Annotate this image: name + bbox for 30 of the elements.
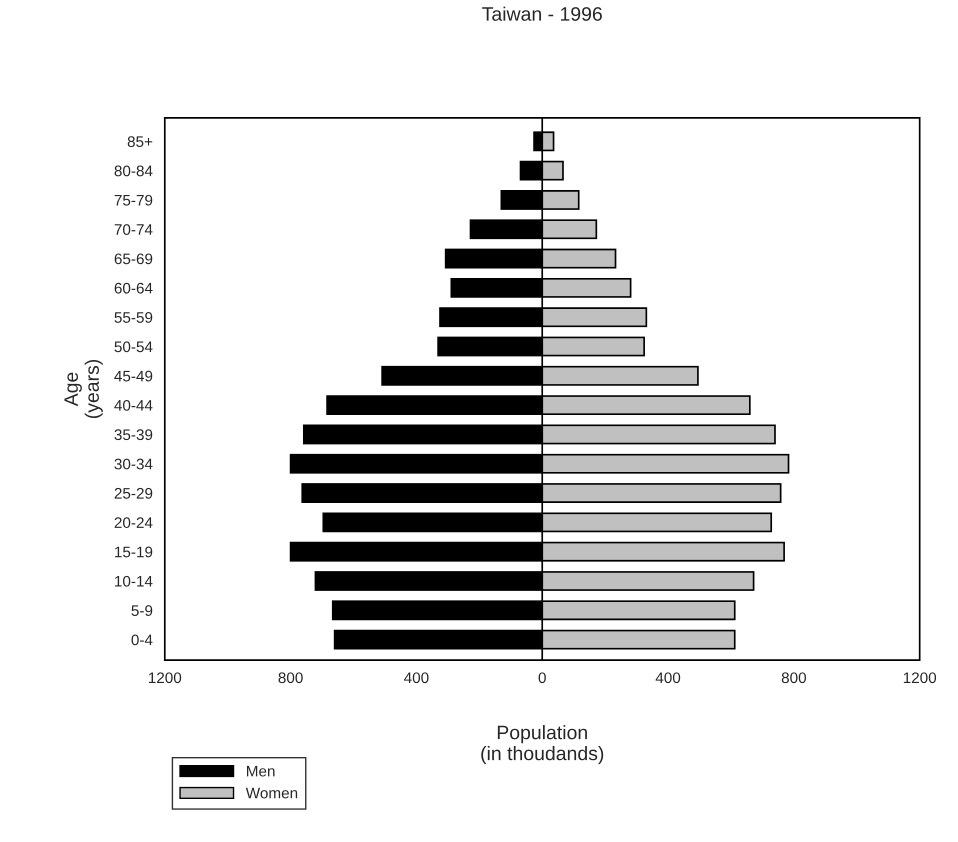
y-tick-label: 20-24: [114, 517, 153, 528]
y-tick-label: 30-34: [114, 458, 153, 470]
y-tick-label: 65-69: [114, 253, 152, 264]
chart-title: Taiwan - 1996: [482, 6, 602, 21]
x-axis-title: Population (in thoudands): [481, 725, 604, 764]
y-tick-label: 60-64: [114, 282, 153, 294]
y-axis-title: Age (years): [64, 360, 103, 418]
x-tick-label: 400: [404, 672, 429, 684]
y-tick-label: 45-49: [114, 370, 152, 382]
x-tick-label: 1200: [148, 672, 182, 684]
x-tick-label: 0: [538, 672, 546, 684]
y-tick-label: 15-19: [115, 546, 152, 558]
y-tick-label: 80-84: [114, 166, 153, 176]
y-tick-label: 50-54: [114, 341, 153, 352]
y-tick-label: 10-14: [115, 576, 153, 587]
y-tick-label: 85+: [128, 136, 152, 148]
y-tick-label: 70-74: [114, 224, 153, 235]
legend-label: Men: [247, 766, 274, 777]
y-tick-label: 0-4: [131, 634, 153, 646]
y-tick-label: 25-29: [114, 488, 152, 499]
x-tick-label: 1200: [904, 672, 936, 684]
legend-label: Women: [246, 788, 298, 798]
y-tick-label: 40-44: [114, 400, 153, 411]
y-tick-label: 35-39: [114, 429, 152, 440]
y-tick-label: 55-59: [114, 312, 152, 323]
x-tick-label: 400: [656, 672, 680, 684]
x-tick-label: 800: [782, 672, 806, 684]
x-tick-label: 800: [278, 672, 303, 684]
y-tick-label: 5-9: [132, 605, 152, 616]
y-tick-label: 75-79: [114, 194, 152, 206]
